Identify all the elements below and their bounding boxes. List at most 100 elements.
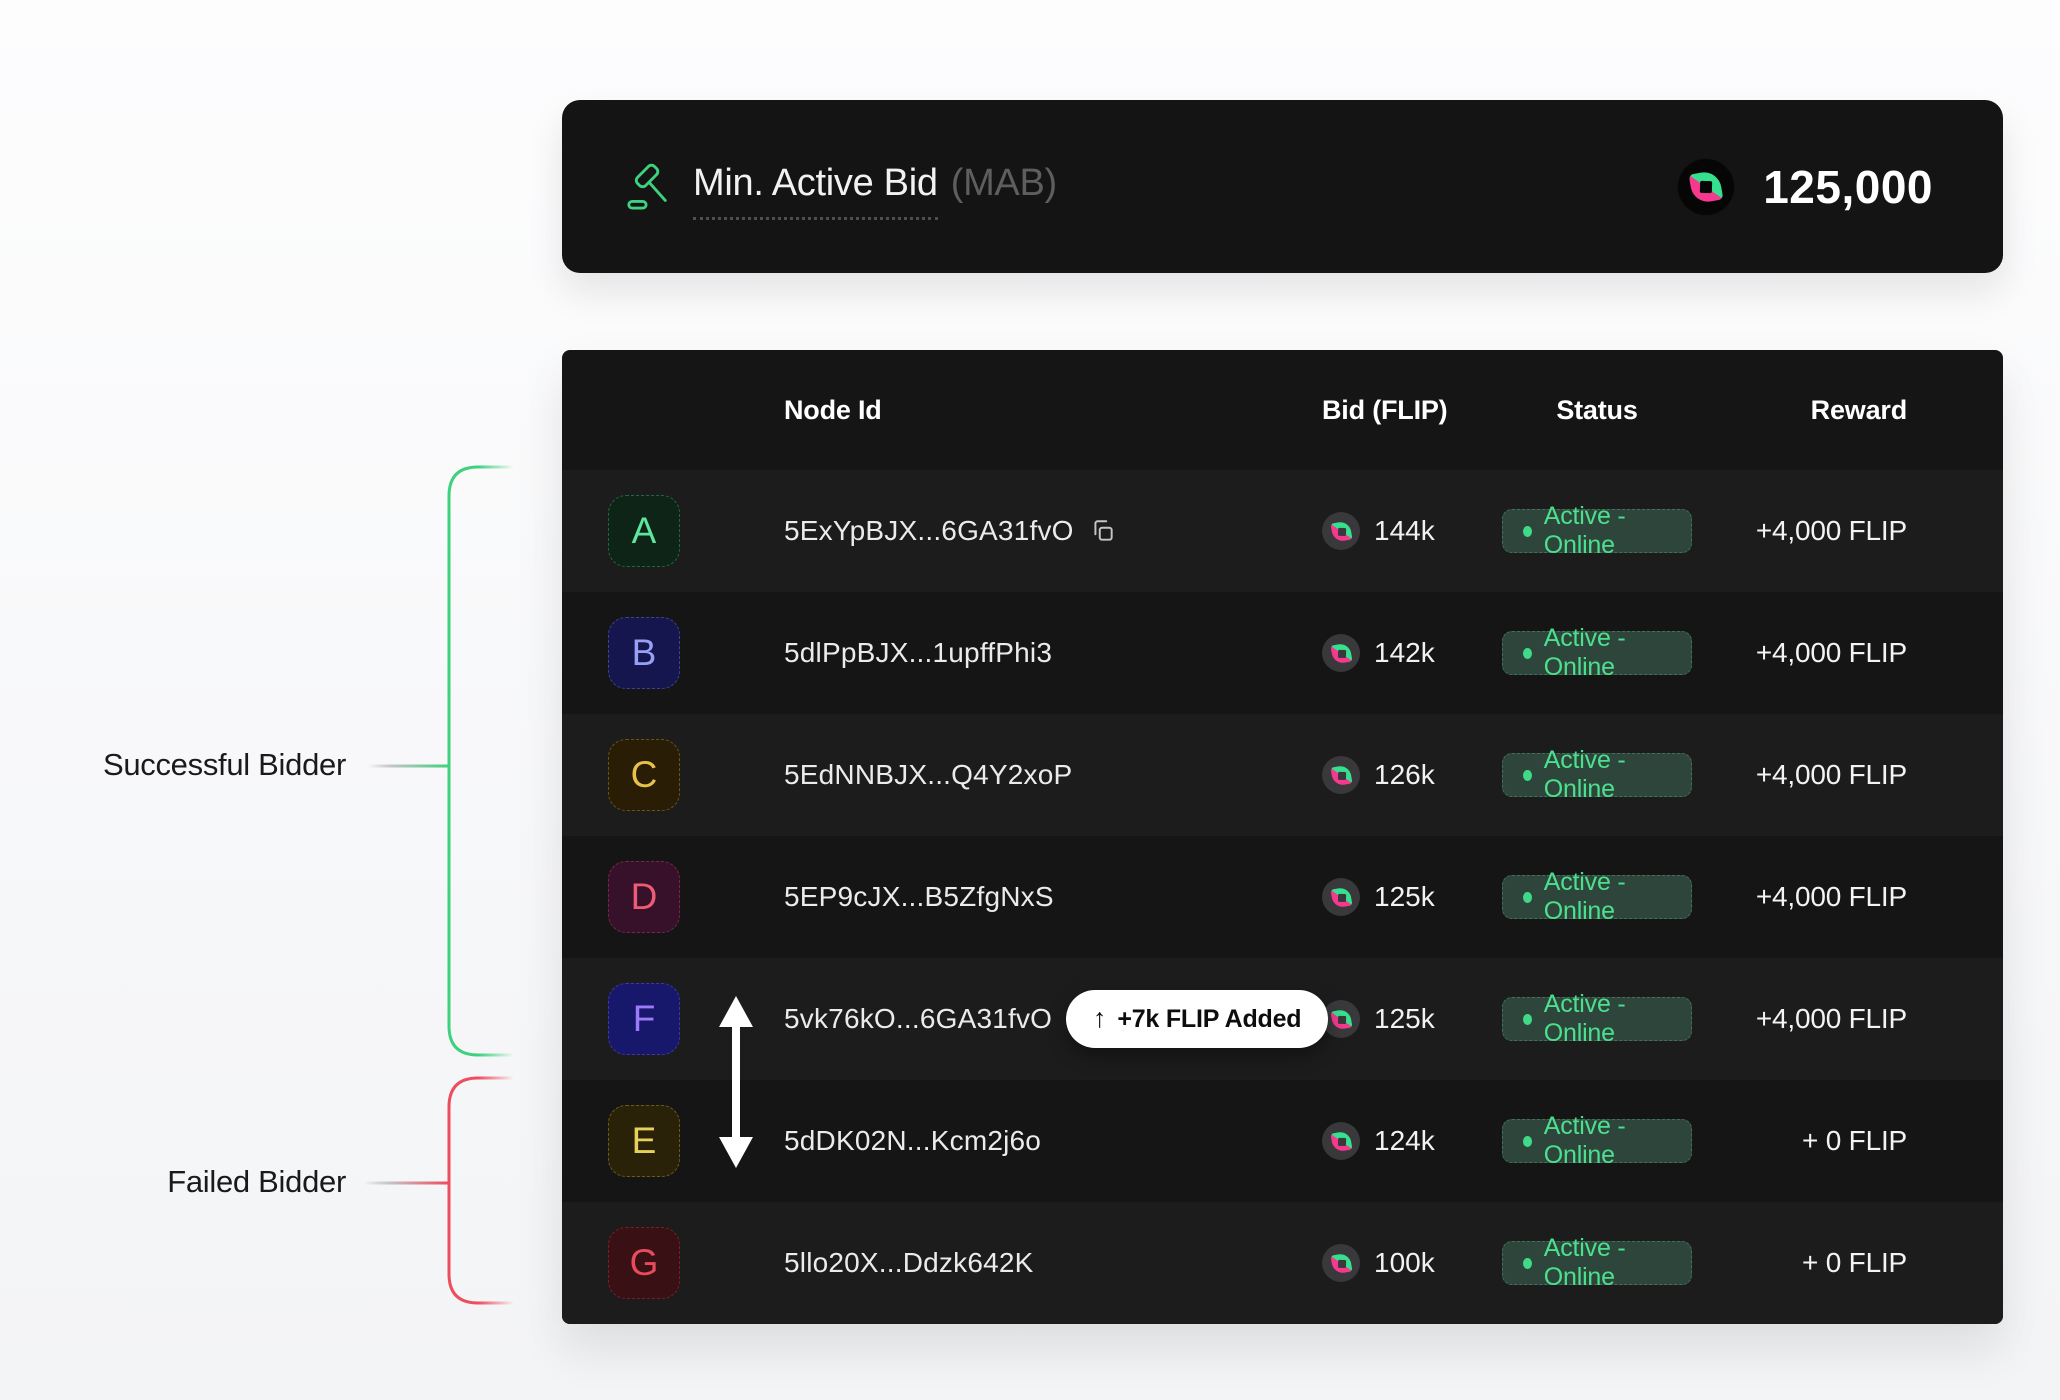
flip-coin-icon [1322,1244,1360,1282]
bid-value: 142k [1374,637,1435,668]
avatar-letter: E [631,1120,657,1161]
node-id: 5dDK02N...Kcm2j6o [784,1125,1042,1156]
status-badge: Active - Online [1502,624,1692,681]
avatar-letter: D [630,876,658,917]
table-header: Node Id Bid (FLIP) Status Reward [562,350,2003,470]
status-dot-icon [1523,525,1532,537]
avatar: C [608,739,680,811]
status-label: Active - Online [1543,1234,1626,1291]
table-row: E 5dDK02N...Kcm2j6o 124k Active - Online [562,1080,2003,1202]
failed-bidder-label: Failed Bidder [167,1164,346,1199]
avatar: D [608,861,680,933]
flip-coin-icon [1322,634,1360,672]
title-suffix: (MAB) [950,161,1057,204]
node-id: 5dlPpBJX...1upffPhi3 [784,637,1053,668]
copy-icon[interactable] [1090,518,1116,544]
node-id: 5EP9cJX...B5ZfgNxS [784,881,1054,912]
reward-value: +4,000 FLIP [1755,637,1907,668]
bid-value: 125k [1374,1003,1435,1034]
mab-value: 125,000 [1763,160,1933,213]
reward-value: +4,000 FLIP [1755,881,1907,912]
status-dot-icon [1523,1013,1532,1025]
status-label: Active - Online [1543,1112,1626,1169]
col-node-id: Node Id [784,394,882,425]
table-body: A 5ExYpBJX...6GA31fvO 144k Active - Onli… [562,470,2003,1324]
gavel-icon [625,162,671,212]
avatar: G [608,1227,680,1299]
flip-leaf-shape [1329,641,1353,665]
avatar: A [608,495,680,567]
flip-coin-icon [1322,878,1360,916]
avatar-letter: G [629,1242,659,1283]
avatar-letter: A [631,510,657,551]
mab-header-card: Min. Active Bid (MAB) 125,000 [562,100,2003,273]
status-label: Active - Online [1543,868,1626,925]
flip-leaf-shape [1329,1007,1353,1031]
bid-value: 100k [1374,1247,1435,1278]
table-row: C 5EdNNBJX...Q4Y2xoP 126k Active - Onlin… [562,714,2003,836]
status-dot-icon [1523,1135,1532,1147]
bid-value: 125k [1374,881,1435,912]
bid-value: 126k [1374,759,1435,790]
reward-value: +4,000 FLIP [1755,759,1907,790]
col-reward: Reward [1810,394,1908,425]
flip-leaf-shape [1329,1251,1353,1275]
flip-coin-icon [1322,512,1360,550]
page-title[interactable]: Min. Active Bid (MAB) [693,162,1057,220]
status-badge: Active - Online [1502,1234,1692,1291]
flip-coin-icon [1322,1122,1360,1160]
successful-bidder-label: Successful Bidder [102,747,346,782]
reward-value: +4,000 FLIP [1755,515,1907,546]
status-label: Active - Online [1543,990,1626,1047]
flip-added-pill: ↑ +7k FLIP Added [1066,990,1329,1048]
flip-leaf-shape [1688,169,1724,204]
avatar: B [608,617,680,689]
avatar: F [608,983,680,1055]
failed-bracket [362,1076,514,1305]
status-dot-icon [1523,769,1532,781]
flip-leaf-shape [1329,885,1353,909]
status-badge: Active - Online [1502,746,1692,803]
col-status: Status [1556,394,1638,425]
flip-logo-icon [1677,157,1736,216]
status-badge: Active - Online [1502,990,1692,1047]
avatar-letter: F [632,998,656,1039]
successful-bracket [366,465,514,1057]
reward-value: + 0 FLIP [1801,1247,1907,1278]
avatar: E [608,1105,680,1177]
flip-coin-icon [1322,1000,1360,1038]
reward-value: +4,000 FLIP [1755,1003,1907,1034]
node-id: 5ExYpBJX...6GA31fvO [784,515,1074,546]
flip-coin-icon [1322,756,1360,794]
avatar-letter: B [631,632,657,673]
node-id: 5vk76kO...6GA31fvO [784,1003,1053,1034]
status-dot-icon [1523,647,1532,659]
bid-value: 144k [1374,515,1435,546]
reward-value: + 0 FLIP [1801,1125,1907,1156]
flip-leaf-shape [1329,1129,1353,1153]
status-badge: Active - Online [1502,868,1692,925]
bid-value: 124k [1374,1125,1435,1156]
pill-label: +7k FLIP Added [1117,1004,1302,1033]
status-label: Active - Online [1543,624,1626,681]
up-arrow-icon: ↑ [1093,1002,1107,1033]
flip-leaf-shape [1329,763,1353,787]
col-bid: Bid (FLIP) [1322,394,1448,425]
status-label: Active - Online [1543,502,1626,559]
table-row: G 5llo20X...Ddzk642K 100k Active - Onlin… [562,1202,2003,1324]
flip-leaf-shape [1329,519,1353,543]
table-row: D 5EP9cJX...B5ZfgNxS 125k Active - Onlin… [562,836,2003,958]
bidders-table: Node Id Bid (FLIP) Status Reward A 5ExYp… [562,350,2003,1324]
table-row: B 5dlPpBJX...1upffPhi3 142k Active - Onl… [562,592,2003,714]
node-id: 5llo20X...Ddzk642K [784,1247,1034,1278]
node-id: 5EdNNBJX...Q4Y2xoP [784,759,1073,790]
status-dot-icon [1523,1257,1532,1269]
title-main: Min. Active Bid [693,162,938,220]
status-badge: Active - Online [1502,502,1692,559]
table-row: A 5ExYpBJX...6GA31fvO 144k Active - Onli… [562,470,2003,592]
mab-value-group: 125,000 [1677,157,1933,216]
status-badge: Active - Online [1502,1112,1692,1169]
status-label: Active - Online [1543,746,1626,803]
avatar-letter: C [630,754,658,795]
